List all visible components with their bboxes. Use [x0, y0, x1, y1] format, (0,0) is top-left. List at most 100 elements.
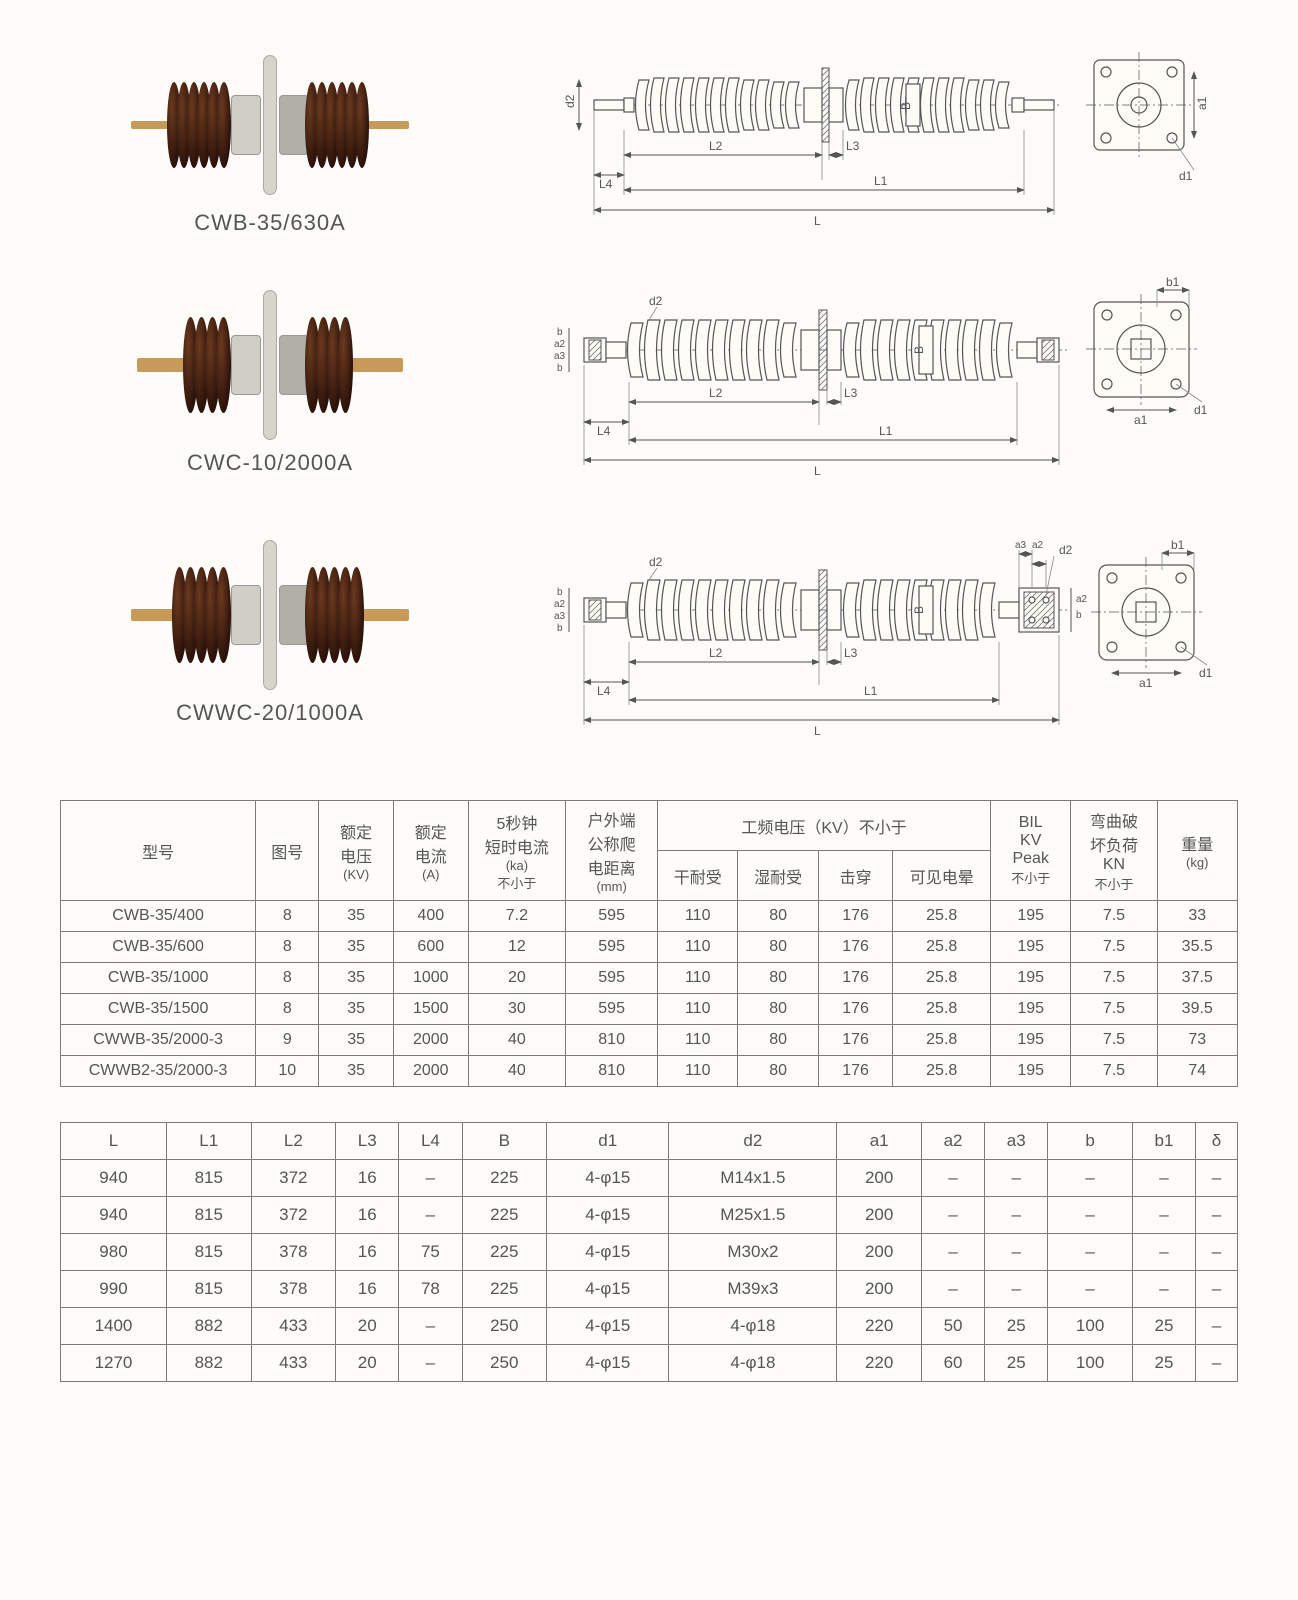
table1-cell: 35	[319, 901, 394, 932]
table2-cell: –	[1132, 1197, 1195, 1234]
table1-cell: 35	[319, 1056, 394, 1087]
table1-cell: 80	[738, 901, 818, 932]
table1-cell: CWWB-35/2000-3	[61, 1025, 256, 1056]
svg-text:d2: d2	[649, 294, 663, 308]
diagram-label-L1: L1	[874, 174, 888, 188]
table2-cell: 250	[462, 1345, 547, 1382]
table2-cell: 4-φ15	[547, 1308, 669, 1345]
table2-header-cell: b	[1048, 1123, 1133, 1160]
table2-cell: 16	[336, 1234, 399, 1271]
table2-cell: M30x2	[669, 1234, 837, 1271]
table1-cell: 600	[393, 932, 468, 963]
svg-text:b: b	[557, 623, 563, 634]
svg-text:L2: L2	[709, 386, 723, 400]
table1-cell: 80	[738, 994, 818, 1025]
table2-cell: 16	[336, 1160, 399, 1197]
table1-cell: 8	[256, 901, 319, 932]
table1-cell: 2000	[393, 1056, 468, 1087]
table2-cell: 882	[166, 1345, 251, 1382]
table2-cell: 25	[1132, 1345, 1195, 1382]
svg-text:B: B	[912, 606, 926, 614]
svg-text:L4: L4	[597, 684, 611, 698]
table1-cell: 176	[818, 994, 893, 1025]
diagram-2: B d2 b a2 a3 b L2 L3	[520, 290, 1238, 490]
svg-text:a2: a2	[554, 339, 566, 350]
table2-header-cell: L3	[336, 1123, 399, 1160]
table1-cell: 195	[991, 901, 1071, 932]
table1-cell: 40	[468, 1025, 566, 1056]
table1-cell: 110	[658, 994, 738, 1025]
th-stc: 5秒钟 短时电流(ka) 不小于	[468, 801, 566, 901]
table2-cell: –	[1196, 1345, 1238, 1382]
diagram-label-L2: L2	[709, 139, 723, 153]
svg-text:L: L	[814, 724, 821, 738]
th-rv: 额定 电压(KV)	[319, 801, 394, 901]
table2-cell: 433	[251, 1345, 336, 1382]
table1-cell: 595	[566, 994, 658, 1025]
table1-cell: 110	[658, 1056, 738, 1087]
table2-cell: M14x1.5	[669, 1160, 837, 1197]
table1-cell: 80	[738, 1056, 818, 1087]
svg-text:b: b	[557, 363, 563, 374]
table2-cell: –	[1048, 1160, 1133, 1197]
table1-cell: CWWB2-35/2000-3	[61, 1056, 256, 1087]
table2-cell: 372	[251, 1160, 336, 1197]
svg-text:a2: a2	[554, 599, 566, 610]
table1-cell: 595	[566, 901, 658, 932]
diagram-3: a3 a2 d2 a2 b d2 b a2 a3 b B	[520, 540, 1238, 750]
table2-row: 127088243320–2504-φ154-φ18220602510025–	[61, 1345, 1238, 1382]
diagram-label-d1: d1	[1179, 169, 1193, 183]
table1-cell: 110	[658, 1025, 738, 1056]
table1-cell: 30	[468, 994, 566, 1025]
table1-cell: 1500	[393, 994, 468, 1025]
table2-cell: 50	[921, 1308, 984, 1345]
table2-cell: 372	[251, 1197, 336, 1234]
table2-cell: 815	[166, 1271, 251, 1308]
table1-cell: 73	[1157, 1025, 1238, 1056]
diagram-label-L: L	[814, 214, 821, 228]
table2-cell: 4-φ18	[669, 1345, 837, 1382]
th-punc: 击穿	[818, 851, 893, 901]
photo-col-1: CWB-35/630A	[60, 50, 480, 236]
table2-cell: 815	[166, 1197, 251, 1234]
table2-cell: 75	[399, 1234, 462, 1271]
table2-cell: 225	[462, 1160, 547, 1197]
th-pf: 工频电压（KV）不小于	[658, 801, 991, 851]
svg-text:d2: d2	[649, 555, 663, 569]
table1-cell: 1000	[393, 963, 468, 994]
table1-row: CWWB-35/2000-39352000408101108017625.819…	[61, 1025, 1238, 1056]
table1-cell: 176	[818, 901, 893, 932]
table2-cell: 940	[61, 1160, 167, 1197]
table2-cell: –	[1132, 1160, 1195, 1197]
th-bend: 弯曲破 坏负荷 KN不小于	[1071, 801, 1157, 901]
table2-row: 99081537816782254-φ15M39x3200–––––	[61, 1271, 1238, 1308]
svg-text:L3: L3	[844, 646, 858, 660]
table2-cell: 990	[61, 1271, 167, 1308]
table2-cell: 25	[985, 1345, 1048, 1382]
table2-cell: 4-φ15	[547, 1197, 669, 1234]
table2-cell: –	[1196, 1308, 1238, 1345]
table2-cell: –	[1196, 1234, 1238, 1271]
table1-cell: 8	[256, 932, 319, 963]
svg-text:L2: L2	[709, 646, 723, 660]
th-wt: 重量(kg)	[1157, 801, 1238, 901]
table2-cell: 16	[336, 1271, 399, 1308]
table1-cell: 35	[319, 1025, 394, 1056]
table2-cell: –	[921, 1271, 984, 1308]
table2-row: 94081537216–2254-φ15M14x1.5200–––––	[61, 1160, 1238, 1197]
table2-cell: 60	[921, 1345, 984, 1382]
table2-cell: 100	[1048, 1308, 1133, 1345]
table2-cell: –	[985, 1271, 1048, 1308]
spec-table-2: LL1L2L3L4Bd1d2a1a2a3bb1δ 94081537216–225…	[60, 1122, 1238, 1382]
diagram-label-L3: L3	[846, 139, 860, 153]
table2-cell: 815	[166, 1234, 251, 1271]
table2-cell: 20	[336, 1345, 399, 1382]
table2-cell: –	[1048, 1197, 1133, 1234]
table2-cell: –	[1132, 1271, 1195, 1308]
svg-text:L1: L1	[879, 424, 893, 438]
table2-cell: –	[1196, 1271, 1238, 1308]
table1-cell: 595	[566, 963, 658, 994]
svg-text:a3: a3	[554, 351, 566, 362]
table2-cell: –	[921, 1197, 984, 1234]
table1-cell: 195	[991, 1025, 1071, 1056]
